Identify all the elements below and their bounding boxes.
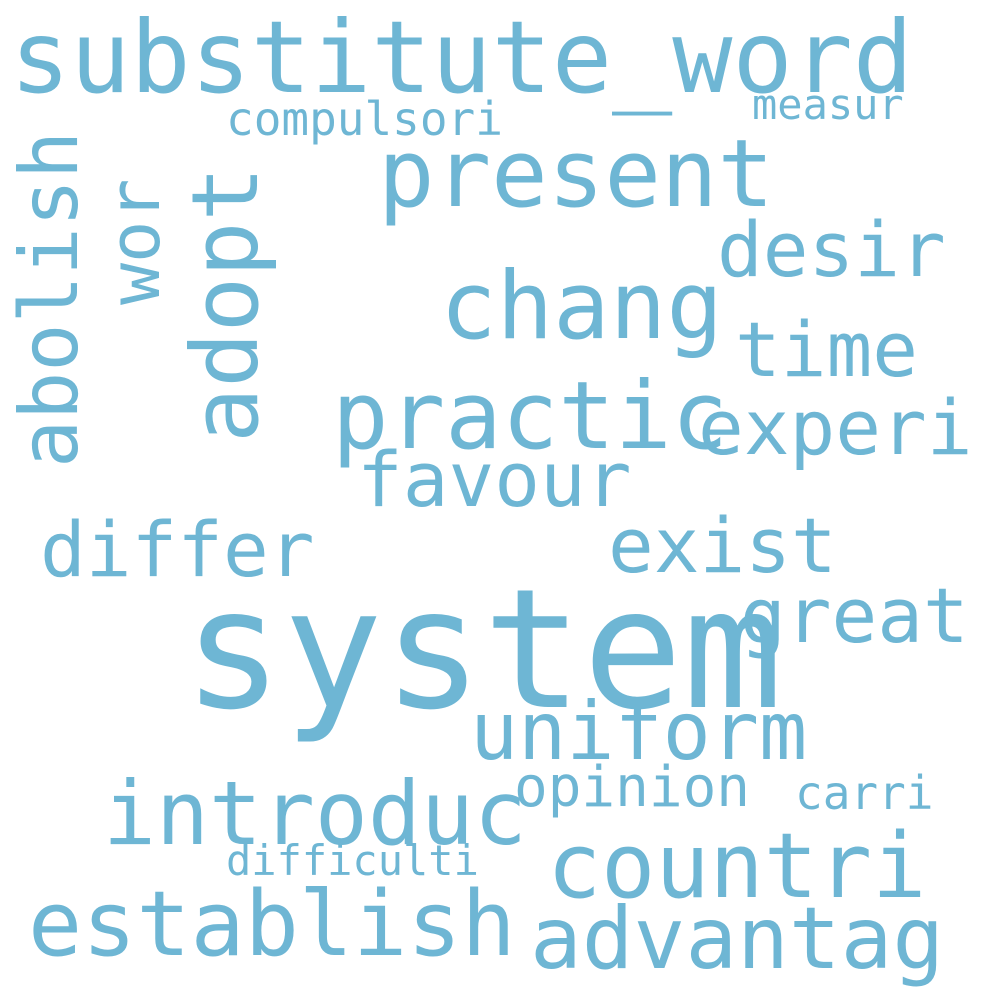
- word-system: system: [183, 554, 783, 747]
- word-carri: carri: [795, 766, 934, 820]
- word-time: time: [735, 305, 919, 394]
- word-exist: exist: [608, 501, 837, 590]
- word-practic: practic: [332, 362, 729, 471]
- word-substitute-word: substitute_word: [10, 0, 914, 116]
- word-abolish: abolish: [3, 130, 96, 468]
- word-uniform: uniform: [470, 685, 808, 778]
- word-great: great: [740, 571, 969, 660]
- word-measur: measur: [752, 80, 904, 129]
- word-favour: favour: [357, 435, 632, 524]
- word-introduc: introduc: [103, 762, 527, 865]
- word-countri: countri: [547, 814, 927, 919]
- word-adopt: adopt: [172, 166, 279, 443]
- word-present: present: [378, 120, 775, 229]
- word-differ: differ: [40, 505, 315, 594]
- word-advantag: advantag: [530, 889, 945, 989]
- word-desir: desir: [717, 205, 946, 294]
- word-establish: establish: [28, 872, 516, 977]
- word-wor: wor: [94, 178, 176, 305]
- word-opinion: opinion: [514, 755, 751, 820]
- word-experi: experi: [698, 383, 973, 472]
- word-difficulti: difficulti: [226, 836, 479, 885]
- word-chang: chang: [440, 252, 723, 361]
- word-compulsori: compulsori: [226, 92, 503, 146]
